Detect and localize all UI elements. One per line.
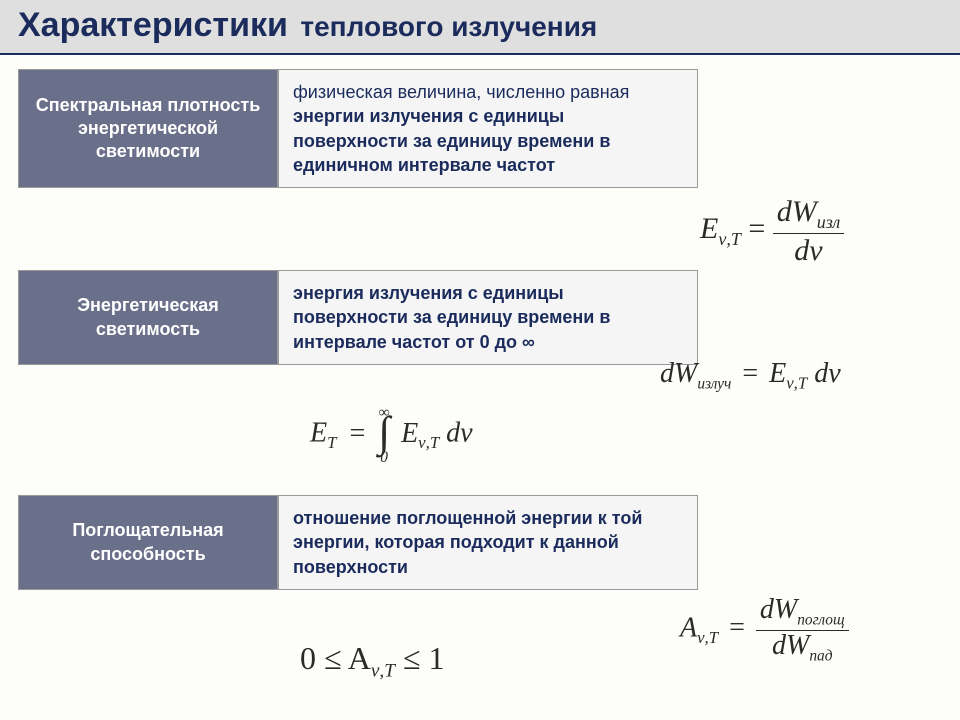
f2-lhs: dW	[660, 358, 697, 389]
f3-rhs1: E	[401, 418, 418, 449]
def-bold-2: энергия излучения с единицы поверхности …	[293, 283, 610, 352]
f4-sub: ν,T	[371, 660, 395, 681]
f1-den: dν	[773, 233, 844, 267]
def-absorption: отношение поглощенной энергии к той энер…	[278, 495, 698, 590]
f1-frac: dWизл dν	[773, 195, 844, 267]
def-luminosity: энергия излучения с единицы поверхности …	[278, 270, 698, 365]
f4-tail: ≤ 1	[395, 640, 445, 676]
term-absorption: Поглощательная способность	[18, 495, 278, 590]
f3-lhs-sub: T	[327, 433, 336, 452]
f1-num: dWизл	[773, 195, 844, 233]
f5-lhs: A	[680, 612, 697, 643]
f2-rhs2: dν	[814, 358, 840, 389]
f2-lhs-sub: излуч	[697, 376, 731, 393]
row-2: Энергетическая светимость энергия излуче…	[18, 270, 960, 365]
f3-eq: =	[349, 418, 365, 449]
formula-spectral-density: Eν,T = dWизл dν	[700, 195, 844, 267]
formula-integral: ET = ∞ ∫ 0 Eν,T dν	[310, 405, 473, 465]
f1-lhs: E	[700, 212, 718, 245]
f1-eq: =	[748, 212, 765, 245]
f5-den: dWпад	[756, 630, 849, 666]
formula-dw: dWизлуч = Eν,T dν	[660, 358, 841, 394]
row-1: Спектральная плотность энергетической св…	[18, 69, 960, 188]
def-plain-1: физическая величина, численно равная	[293, 82, 629, 102]
f2-eq: =	[742, 358, 758, 389]
f3-rhs2: dν	[446, 418, 472, 449]
def-spectral-density: физическая величина, численно равная эне…	[278, 69, 698, 188]
term-luminosity: Энергетическая светимость	[18, 270, 278, 365]
f3-lhs: E	[310, 418, 327, 449]
f1-sub: ν,T	[718, 229, 741, 249]
term-spectral-density: Спектральная плотность энергетической св…	[18, 69, 278, 188]
f5-frac: dWпоглощ dWпад	[756, 595, 849, 665]
formula-inequality: 0 ≤ Aν,T ≤ 1	[300, 640, 444, 682]
def-bold-1: энергии излучения с единицы поверхности …	[293, 106, 610, 175]
row-3: Поглощательная способность отношение пог…	[18, 495, 960, 590]
f2-rhs1: E	[769, 358, 786, 389]
title-main: Характеристики	[18, 6, 288, 44]
f5-sub: ν,T	[697, 628, 718, 647]
f3-limits: ∞ ∫ 0	[378, 405, 390, 465]
title-bar: Характеристики теплового излучения	[0, 0, 960, 55]
f5-eq: =	[729, 612, 745, 643]
f2-rhs1-sub: ν,T	[786, 374, 807, 393]
formula-absorption: Aν,T = dWпоглощ dWпад	[680, 595, 849, 665]
f5-num: dWпоглощ	[756, 595, 849, 630]
def-bold-3: отношение поглощенной энергии к той энер…	[293, 508, 642, 577]
f3-rhs1-sub: ν,T	[418, 433, 439, 452]
f4-head: 0 ≤ A	[300, 640, 371, 676]
title-sub: теплового излучения	[300, 11, 597, 42]
